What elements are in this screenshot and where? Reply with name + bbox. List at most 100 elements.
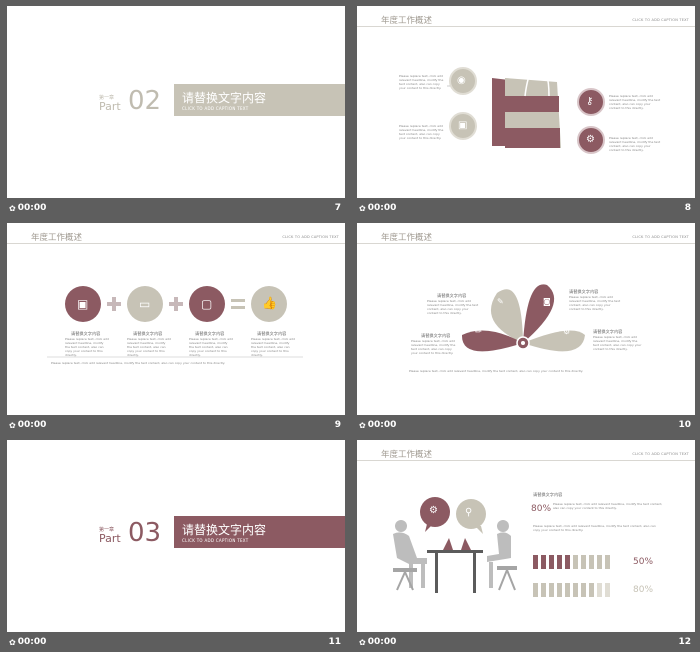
- timing-text: 00:00: [367, 420, 397, 430]
- stat-text-b: Please replace text, click add relevant …: [533, 524, 656, 532]
- gear-icon: ⚙: [586, 134, 595, 145]
- petal-text-1: Please replace text, click add relevant …: [427, 299, 479, 315]
- equation-diagram: [47, 286, 303, 358]
- slide-timing[interactable]: ✿ 00:00: [359, 637, 396, 647]
- timing-text: 00:00: [17, 420, 47, 430]
- star-icon: ✿: [9, 420, 16, 430]
- slide-number: 7: [334, 203, 341, 213]
- camera-icon: ◙: [543, 297, 551, 306]
- slide-thumb-12[interactable]: 年度工作概述 CLICK TO ADD CAPTION TEXT: [357, 440, 695, 652]
- slide-header-sub: CLICK TO ADD CAPTION TEXT: [632, 18, 689, 22]
- petal-title-1: 请替换文字内容: [437, 293, 467, 298]
- stat-pct-c: 80%: [633, 585, 654, 595]
- footer-text: Please replace text, click add relevant …: [51, 361, 226, 365]
- eye-icon: ◉: [457, 75, 466, 86]
- slide-canvas: 第一章 Part 03 请替换文字内容 CLICK TO ADD CAPTION…: [7, 440, 345, 632]
- header-divider: [357, 460, 695, 461]
- slide-canvas: 第一章 Part 02 请替换文字内容 CLICK TO ADD CAPTION…: [7, 6, 345, 198]
- petal-title-4: 请替换文字内容: [593, 329, 623, 334]
- star-icon: ✿: [9, 637, 16, 647]
- slide-number: 12: [678, 637, 691, 647]
- stat-text-a: Please replace text, click add relevant …: [553, 502, 663, 510]
- timing-text: 00:00: [367, 637, 397, 647]
- star-icon: ✿: [359, 203, 366, 213]
- timing-text: 00:00: [17, 637, 47, 647]
- star-icon: ✿: [9, 203, 16, 213]
- stat-title: 请替换文字内容: [533, 492, 563, 497]
- tablet-icon: ▭: [139, 297, 151, 311]
- star-icon: ✿: [359, 420, 366, 430]
- petal-text-2: Please replace text, click add relevant …: [569, 295, 621, 311]
- slide-thumb-11[interactable]: 第一章 Part 03 请替换文字内容 CLICK TO ADD CAPTION…: [7, 440, 345, 652]
- slide-meta: ✿ 00:00 8: [357, 198, 695, 218]
- header-divider: [7, 243, 345, 244]
- slide-canvas: 年度工作概述 CLICK TO ADD CAPTION TEXT ◉ ▣ ⚷ ⚙…: [357, 6, 695, 198]
- petal-title-3: 请替换文字内容: [421, 333, 451, 338]
- tile-text-1: Please replace text, click add relevant …: [65, 337, 109, 357]
- search-icon: ⚲: [465, 507, 473, 518]
- slide-header-sub: CLICK TO ADD CAPTION TEXT: [632, 452, 689, 456]
- chapter-label: 第一章: [99, 527, 115, 533]
- slide-timing[interactable]: ✿ 00:00: [9, 637, 46, 647]
- title-banner: 请替换文字内容 CLICK TO ADD CAPTION TEXT: [174, 516, 345, 548]
- slide-meta: ✿ 00:00 12: [357, 632, 695, 652]
- tile-title-1: 请替换文字内容: [71, 331, 101, 336]
- tile-title-2: 请替换文字内容: [133, 331, 163, 336]
- slide-header: 年度工作概述: [31, 233, 83, 243]
- slide-timing[interactable]: ✿ 00:00: [9, 203, 46, 213]
- gear-icon: ⚙: [429, 505, 438, 516]
- slide-header-sub: CLICK TO ADD CAPTION TEXT: [632, 235, 689, 239]
- people-row-2: [533, 583, 610, 597]
- text-block-right-bottom: Please replace text, click add relevant …: [609, 136, 661, 152]
- slide-timing[interactable]: ✿ 00:00: [359, 420, 396, 430]
- bag-diagram: [447, 65, 605, 154]
- slide-number: 11: [328, 637, 341, 647]
- thumbs-up-icon: 👍: [262, 296, 277, 310]
- petal-text-4: Please replace text, click add relevant …: [593, 335, 642, 351]
- slide-canvas: 年度工作概述 CLICK TO ADD CAPTION TEXT ✎ ◙ ✏ ⚙…: [357, 223, 695, 415]
- slide-meta: ✿ 00:00 10: [357, 415, 695, 435]
- footer-text: Please replace text, click add relevant …: [409, 369, 584, 373]
- title-banner: 请替换文字内容 CLICK TO ADD CAPTION TEXT: [174, 84, 345, 116]
- pen-icon: ✎: [497, 297, 504, 306]
- slide-number: 9: [334, 420, 341, 430]
- slide-header: 年度工作概述: [381, 450, 433, 460]
- slide-timing[interactable]: ✿ 00:00: [9, 420, 46, 430]
- timing-text: 00:00: [367, 203, 397, 213]
- tile-title-4: 请替换文字内容: [257, 331, 287, 336]
- slide-meta: ✿ 00:00 9: [7, 415, 345, 435]
- banner-subtitle: CLICK TO ADD CAPTION TEXT: [182, 538, 249, 543]
- pencil-icon: ✏: [475, 327, 482, 336]
- key-icon: ⚷: [586, 96, 594, 107]
- part-number: 03: [128, 518, 162, 548]
- slide-thumb-9[interactable]: 年度工作概述 CLICK TO ADD CAPTION TEXT ▣ ▭ ▢ 👍…: [7, 223, 345, 435]
- header-divider: [357, 26, 695, 27]
- petal-text-3: Please replace text, click add relevant …: [411, 339, 456, 355]
- slide-thumb-10[interactable]: 年度工作概述 CLICK TO ADD CAPTION TEXT ✎ ◙ ✏ ⚙…: [357, 223, 695, 435]
- part-label: Part: [99, 100, 121, 113]
- slide-header: 年度工作概述: [381, 16, 433, 26]
- image-frame-icon: ▣: [77, 297, 89, 311]
- slide-header-sub: CLICK TO ADD CAPTION TEXT: [282, 235, 339, 239]
- part-label: Part: [99, 532, 121, 545]
- lock-icon: ▣: [458, 120, 468, 131]
- slide-number: 10: [678, 420, 691, 430]
- text-block-left-top: Please replace text, click add relevant …: [399, 74, 444, 90]
- banner-title: 请替换文字内容: [182, 523, 267, 537]
- slide-meta: ✿ 00:00 11: [7, 632, 345, 652]
- people-row-1: [533, 555, 610, 569]
- slide-canvas: 年度工作概述 CLICK TO ADD CAPTION TEXT ▣ ▭ ▢ 👍…: [7, 223, 345, 415]
- slide-timing[interactable]: ✿ 00:00: [359, 203, 396, 213]
- tile-text-3: Please replace text, click add relevant …: [189, 337, 233, 357]
- slide-canvas: 年度工作概述 CLICK TO ADD CAPTION TEXT: [357, 440, 695, 632]
- slide-header: 年度工作概述: [381, 233, 433, 243]
- banner-subtitle: CLICK TO ADD CAPTION TEXT: [182, 106, 249, 111]
- star-icon: ✿: [359, 637, 366, 647]
- text-block-right-top: Please replace text, click add relevant …: [609, 94, 661, 110]
- chapter-label: 第一章: [99, 95, 115, 101]
- slide-meta: ✿ 00:00 7: [7, 198, 345, 218]
- text-block-left-bottom: Please replace text, click add relevant …: [399, 124, 444, 140]
- slide-number: 8: [684, 203, 691, 213]
- slide-thumb-7[interactable]: 第一章 Part 02 请替换文字内容 CLICK TO ADD CAPTION…: [7, 6, 345, 218]
- slide-thumb-8[interactable]: 年度工作概述 CLICK TO ADD CAPTION TEXT ◉ ▣ ⚷ ⚙…: [357, 6, 695, 218]
